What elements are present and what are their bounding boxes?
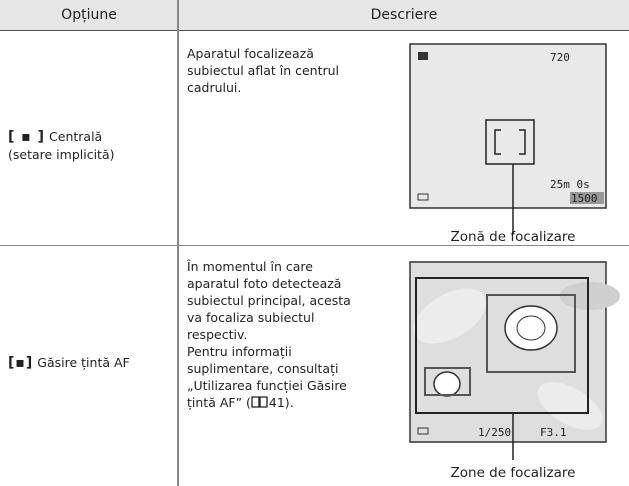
icon: [ ▪ ] bbox=[8, 129, 46, 145]
line: va focaliza subiectul bbox=[187, 310, 315, 325]
book-icon bbox=[251, 396, 268, 408]
screen-text: 1500 bbox=[571, 192, 598, 205]
header-rule bbox=[0, 30, 629, 31]
text: țintă AF” ( bbox=[187, 395, 251, 410]
screen-text: 720 bbox=[550, 51, 570, 64]
camera-screen: 720 25m 0s 1500 bbox=[409, 43, 607, 234]
option-cell: [▪] Găsire țintă AF bbox=[8, 354, 130, 372]
text: 41). bbox=[268, 395, 294, 410]
option-cell: [ ▪ ] Centrală (setare implicită) bbox=[8, 128, 114, 163]
row-rule bbox=[0, 245, 629, 246]
line: „Utilizarea funcției Găsire bbox=[187, 378, 347, 393]
icon: [▪] bbox=[8, 355, 34, 371]
option-text: Centrală bbox=[49, 129, 103, 144]
line: Pentru informații bbox=[187, 344, 292, 359]
line: țintă AF” ( 41). bbox=[187, 394, 351, 411]
line: respectiv. bbox=[187, 327, 248, 342]
screen-text: 25m 0s bbox=[550, 178, 590, 191]
line: suplimentare, consultați bbox=[187, 361, 339, 376]
line: Aparatul focalizează bbox=[187, 46, 314, 61]
description: În momentul în care aparatul foto detect… bbox=[187, 258, 351, 411]
caption: Zonă de focalizare bbox=[450, 229, 576, 245]
line: subiectul aflat în centrul bbox=[187, 63, 340, 78]
option-text: Găsire țintă AF bbox=[37, 355, 130, 370]
header-option: Opțiune bbox=[0, 0, 178, 30]
line: În momentul în care bbox=[187, 259, 313, 274]
description: Aparatul focalizează subiectul aflat în … bbox=[187, 45, 339, 96]
screen-text: 1/250 bbox=[478, 426, 511, 439]
line: subiectul principal, acesta bbox=[187, 293, 351, 308]
option-text: (setare implicită) bbox=[8, 147, 115, 162]
caption: Zone de focalizare bbox=[450, 465, 576, 481]
camera-screen: 1/250 F3.1 bbox=[409, 261, 620, 460]
line: aparatul foto detectează bbox=[187, 276, 342, 291]
line: cadrului. bbox=[187, 80, 242, 95]
screen-text: F3.1 bbox=[540, 426, 567, 439]
header-description: Descriere bbox=[179, 0, 629, 30]
column-rule bbox=[177, 0, 179, 486]
